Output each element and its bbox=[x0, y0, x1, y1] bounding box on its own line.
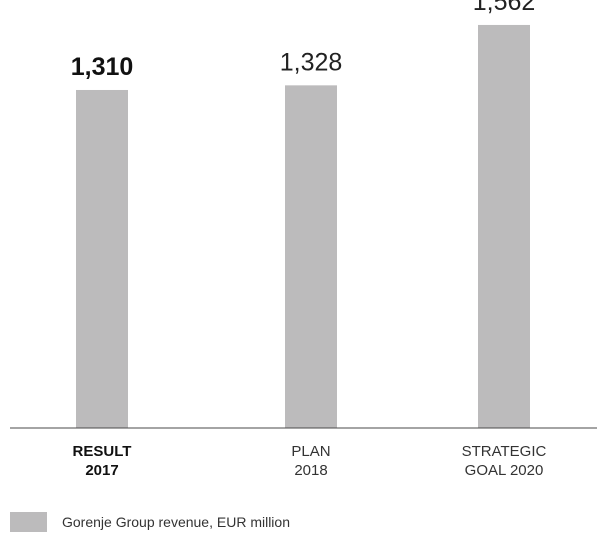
data-label-1: 1,328 bbox=[280, 48, 343, 76]
data-label-2: 1,562 bbox=[473, 0, 536, 16]
bar-2 bbox=[478, 24, 530, 429]
category-label-1-line-0: PLAN bbox=[291, 443, 330, 460]
category-label-0-line-0: RESULT bbox=[73, 443, 132, 460]
chart-legend: Gorenje Group revenue, EUR million bbox=[10, 512, 290, 532]
category-label-1-line-1: 2018 bbox=[294, 462, 327, 479]
category-label-2-line-0: STRATEGIC bbox=[462, 443, 547, 460]
bar-0 bbox=[76, 89, 128, 428]
bar-1 bbox=[285, 85, 337, 429]
category-label-0-line-1: 2017 bbox=[85, 462, 118, 479]
category-label-2-line-1: GOAL 2020 bbox=[465, 462, 544, 479]
legend-swatch bbox=[10, 512, 47, 532]
legend-label: Gorenje Group revenue, EUR million bbox=[62, 514, 290, 530]
data-label-0: 1,310 bbox=[71, 53, 134, 81]
